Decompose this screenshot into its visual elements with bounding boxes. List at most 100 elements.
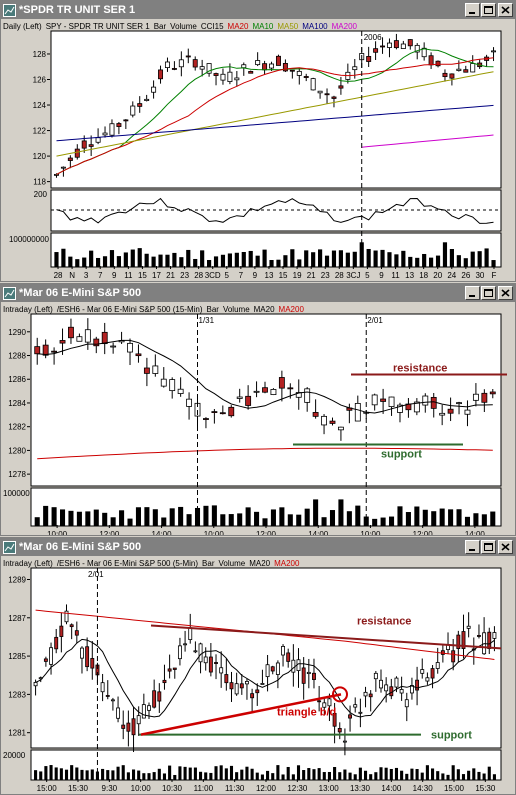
price-chart-area[interactable]: 2/01 resistance support triangle b/d 1289 128… (1, 556, 515, 794)
volume-bar (290, 249, 295, 267)
candle-body (34, 346, 41, 355)
chart-window-es-15min[interactable]: *Mar 06 E-Mini S&P 500 Intraday (Left)/E… (0, 283, 516, 536)
candle-body (123, 119, 129, 122)
candle-body (281, 646, 285, 656)
chart-window-es-5min[interactable]: *Mar 06 E-Mini S&P 500 Intraday (Left)/E… (0, 537, 516, 795)
maximize-button[interactable] (481, 3, 496, 17)
candle-body (219, 667, 224, 674)
chart-app-icon (3, 3, 16, 17)
volume-bar (137, 248, 142, 267)
candle-body (442, 72, 448, 78)
volume-bar (241, 251, 246, 267)
candle-body (152, 690, 157, 708)
minimize-button[interactable] (465, 540, 480, 554)
candle-body (352, 66, 358, 71)
volume-bar (422, 509, 428, 526)
time-axis-label: 13:00 (319, 784, 340, 793)
candle-body (164, 61, 170, 68)
legend-item: Bar (153, 22, 167, 31)
window-titlebar[interactable]: *SPDR TR UNIT SER 1 (1, 1, 515, 19)
time-axis-label: 14:00 (308, 530, 329, 535)
volume-bar (121, 765, 125, 780)
candle-body (74, 630, 79, 636)
ma100-line (56, 104, 494, 142)
candle-body (413, 401, 420, 413)
candle-body (421, 47, 427, 58)
candle-body (338, 85, 344, 89)
volume-bar (54, 767, 58, 780)
volume-bar (255, 255, 260, 267)
volume-bar (397, 506, 403, 526)
volume-bar (49, 765, 53, 780)
volume-bar (304, 508, 310, 526)
candle-body (415, 679, 420, 691)
chart-window-spy-daily[interactable]: *SPDR TR UNIT SER 1 Daily (Left) SPY - SP… (0, 0, 516, 282)
candle-body (172, 667, 177, 670)
volume-bar (484, 248, 489, 267)
candle-body (380, 398, 387, 402)
candle-body (337, 426, 344, 431)
candle-body (282, 63, 288, 72)
minimize-button[interactable] (465, 3, 480, 17)
volume-bar (137, 770, 141, 780)
candle-body (105, 695, 110, 697)
volume-bar (199, 771, 203, 780)
candle-body (88, 144, 94, 147)
candle-body (253, 390, 260, 393)
volume-bar (446, 774, 450, 780)
volume-bar (158, 254, 163, 267)
candle-body (101, 331, 108, 345)
candle-body (90, 658, 95, 669)
close-button[interactable] (498, 540, 513, 554)
chart-legend: Daily (Left) SPY - SPDR TR UNIT SER 1 Bar V… (3, 22, 361, 31)
volume-bar (389, 768, 393, 780)
close-button[interactable] (498, 286, 513, 300)
volume-bar (95, 771, 99, 780)
volume-bar (283, 255, 288, 267)
minimize-button[interactable] (465, 286, 480, 300)
candle-body (206, 63, 212, 74)
candle-body (239, 683, 244, 689)
candle-body (203, 656, 208, 664)
candle-body (275, 662, 280, 675)
volume-bar (130, 249, 135, 267)
volume-axis-label: 20000 (3, 751, 26, 760)
maximize-button[interactable] (481, 540, 496, 554)
price-axis-label: 1290 (8, 328, 26, 337)
volume-bar (213, 256, 219, 267)
ma200-line (361, 134, 494, 148)
window-title: *Mar 06 E-Mini S&P 500 (19, 287, 142, 299)
volume-bar (317, 768, 321, 780)
candle-body (42, 344, 49, 356)
candle-body (53, 173, 59, 176)
window-titlebar[interactable]: *Mar 06 E-Mini S&P 500 (1, 284, 515, 302)
time-axis-label: 10:00 (204, 530, 225, 535)
candle-body (51, 350, 58, 353)
volume-bar (276, 259, 281, 267)
volume-bar (186, 514, 192, 526)
candle-body (270, 666, 275, 672)
volume-bar (405, 773, 409, 780)
time-axis-label: 11:30 (225, 784, 245, 793)
legend-item: /ESH6 - Mar 06 E-Mini S&P 500 (15-Min) (56, 305, 203, 314)
volume-bar (464, 516, 471, 526)
price-axis-label: 122 (33, 127, 47, 136)
candle-body (435, 662, 440, 669)
window-titlebar[interactable]: *Mar 06 E-Mini S&P 500 (1, 538, 515, 556)
close-button[interactable] (498, 3, 513, 17)
maximize-button[interactable] (481, 286, 496, 300)
volume-bar (297, 259, 302, 267)
candle-body (262, 63, 268, 71)
candle-body (430, 396, 437, 409)
candle-body (353, 704, 358, 708)
candle-body (95, 137, 101, 143)
legend-item: SPY - SPDR TR UNIT SER 1 (45, 22, 150, 31)
candle-body (158, 69, 164, 80)
candle-body (461, 631, 466, 649)
candle-body (59, 340, 66, 344)
candle-body (384, 684, 389, 692)
price-chart-area[interactable]: 1/31 2/01 resistance support 1290 1288 1286 128… (1, 302, 515, 535)
candle-body (102, 132, 108, 136)
candle-body (470, 63, 476, 73)
